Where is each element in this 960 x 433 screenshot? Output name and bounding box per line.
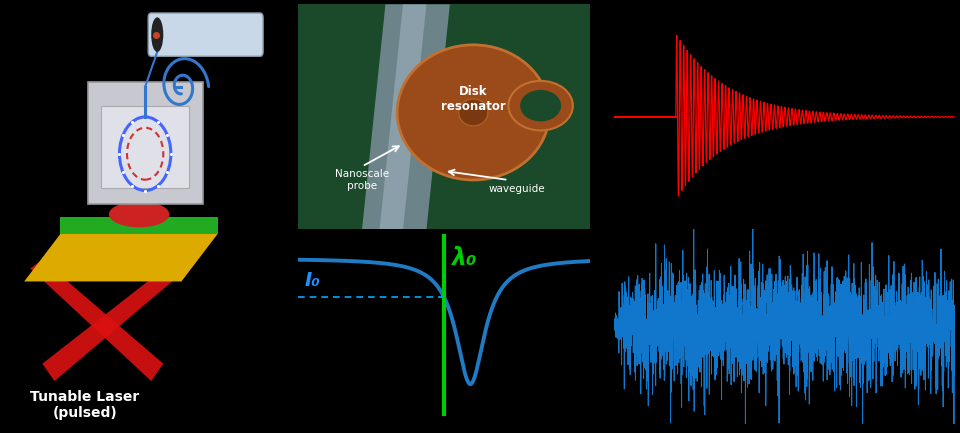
Ellipse shape bbox=[459, 99, 488, 126]
Text: λ₀: λ₀ bbox=[451, 246, 477, 270]
Ellipse shape bbox=[397, 45, 549, 180]
Text: waveguide: waveguide bbox=[489, 184, 545, 194]
Text: Tunable Laser
(pulsed): Tunable Laser (pulsed) bbox=[30, 390, 139, 420]
Polygon shape bbox=[31, 260, 163, 381]
FancyBboxPatch shape bbox=[87, 82, 203, 204]
Text: I₀: I₀ bbox=[305, 271, 321, 290]
Text: Disk
resonator: Disk resonator bbox=[441, 85, 506, 113]
FancyBboxPatch shape bbox=[102, 106, 189, 188]
FancyBboxPatch shape bbox=[148, 13, 263, 56]
Circle shape bbox=[509, 81, 573, 130]
Polygon shape bbox=[362, 4, 450, 229]
Ellipse shape bbox=[151, 17, 163, 52]
Polygon shape bbox=[60, 216, 218, 234]
Polygon shape bbox=[42, 260, 187, 381]
Circle shape bbox=[520, 90, 561, 121]
Text: Nanoscale
probe: Nanoscale probe bbox=[335, 169, 389, 191]
Ellipse shape bbox=[108, 201, 169, 227]
Polygon shape bbox=[24, 234, 218, 281]
Polygon shape bbox=[379, 4, 426, 229]
